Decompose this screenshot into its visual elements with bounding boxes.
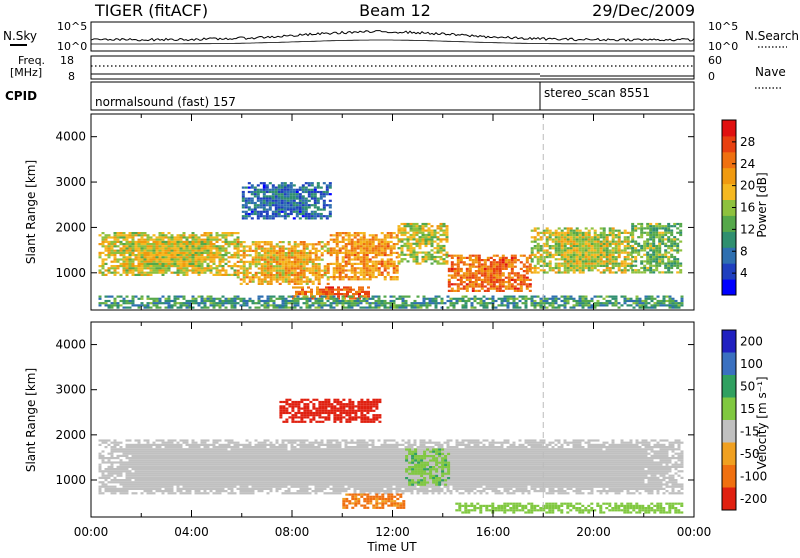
power-colorbar-tick-label: 20 — [740, 179, 755, 193]
velocity-colorbar-swatch — [722, 465, 736, 488]
cpid-program-2: stereo_scan 8551 — [544, 86, 650, 100]
velocity-echo-region-1 — [342, 494, 405, 509]
velocity-colorbar-swatch — [722, 375, 736, 398]
velocity-echo-region-3 — [455, 503, 683, 514]
time-xlabel: Time UT — [366, 540, 417, 554]
power-ytick-label: 3000 — [55, 175, 86, 189]
noise-panel — [91, 22, 694, 51]
power-echo-region-3 — [398, 223, 449, 265]
power-colorbar: 4 8 12 16 20 24 28 — [722, 120, 755, 296]
power-echo-region-0 — [99, 232, 240, 276]
noise-left-bottom: 10^0 — [57, 40, 87, 53]
power-colorbar-swatch — [722, 263, 736, 279]
power-ytick-label: 1000 — [55, 266, 86, 280]
power-colorbar-tick-label: 4 — [740, 266, 748, 280]
velocity-ytick-label: 1000 — [55, 473, 86, 487]
velocity-colorbar-swatch — [722, 420, 736, 443]
power-echo-region-6 — [631, 223, 682, 274]
power-heatmap: 1000 2000 3000 4000 — [55, 114, 694, 310]
freq-label-line2: [MHz] — [10, 66, 42, 79]
velocity-ytick-label: 3000 — [55, 383, 86, 397]
beam-title: Beam 12 — [359, 1, 431, 20]
velocity-colorbar-tick-label: 15 — [740, 402, 755, 416]
velocity-colorbar-swatch — [722, 353, 736, 376]
power-colorbar-tick-label: 28 — [740, 135, 755, 149]
power-echo-region-7 — [242, 182, 332, 219]
velocity-colorbar-tick-label: -100 — [740, 469, 767, 483]
velocity-colorbar-label: Velocity [m s⁻¹] — [755, 376, 769, 469]
noise-left-top: 10^5 — [57, 20, 87, 33]
power-ytick-label: 4000 — [55, 130, 86, 144]
power-echo-region-5 — [531, 227, 633, 273]
velocity-ytick-label: 2000 — [55, 428, 86, 442]
freq-top: 18 — [60, 54, 74, 67]
nave-top: 60 — [708, 54, 722, 67]
power-colorbar-swatch — [722, 152, 736, 168]
velocity-colorbar-swatch — [722, 330, 736, 353]
velocity-xtick-label: 16:00 — [476, 525, 511, 539]
velocity-colorbar-tick-label: -200 — [740, 492, 767, 506]
velocity-heatmap: 1000 2000 3000 4000 00:00 04:00 08:00 12:00 16:… — [55, 322, 711, 539]
power-colorbar-tick-label: 8 — [740, 244, 748, 258]
power-echo-region-2 — [330, 232, 399, 280]
power-colorbar-swatch — [722, 231, 736, 247]
power-colorbar-swatch — [722, 120, 736, 136]
velocity-xtick-label: 04:00 — [174, 525, 209, 539]
power-colorbar-swatch — [722, 136, 736, 152]
cpid-label: CPID — [5, 89, 37, 103]
power-colorbar-tick-label: 16 — [740, 201, 755, 215]
velocity-xtick-label: 20:00 — [576, 525, 611, 539]
power-colorbar-tick-label: 24 — [740, 157, 755, 171]
freq-panel — [91, 56, 694, 79]
station-title: TIGER (fitACF) — [94, 1, 208, 20]
power-colorbar-label: Power [dB] — [755, 172, 769, 237]
velocity-echo-region-4 — [279, 399, 381, 423]
power-colorbar-swatch — [722, 168, 736, 184]
cpid-program-1: normalsound (fast) 157 — [95, 95, 236, 109]
power-echo-region-9 — [99, 296, 684, 309]
power-ylabel: Slant Range [km] — [24, 160, 38, 264]
velocity-colorbar-tick-label: 50 — [740, 379, 755, 393]
velocity-ytick-label: 4000 — [55, 338, 86, 352]
freq-bottom: 8 — [68, 70, 75, 83]
power-colorbar-swatch — [722, 247, 736, 263]
velocity-colorbar-swatch — [722, 398, 736, 421]
noise-right-bottom: 10^0 — [708, 40, 738, 53]
date-title: 29/Dec/2009 — [592, 1, 695, 20]
nave-bottom: 0 — [708, 70, 715, 83]
velocity-colorbar-tick-label: 100 — [740, 357, 763, 371]
power-echo-region-4 — [448, 255, 532, 292]
nsky-label: N.Sky — [3, 29, 37, 43]
power-colorbar-tick-label: 12 — [740, 222, 755, 236]
velocity-colorbar-tick-label: 200 — [740, 334, 763, 348]
velocity-colorbar-swatch — [722, 488, 736, 511]
power-colorbar-swatch — [722, 279, 736, 295]
velocity-ylabel: Slant Range [km] — [24, 368, 38, 472]
velocity-xtick-label: 08:00 — [275, 525, 310, 539]
power-echo-region-1 — [237, 241, 330, 285]
velocity-xtick-label: 00:00 — [677, 525, 712, 539]
velocity-xtick-label: 00:00 — [74, 525, 109, 539]
nave-label: Nave — [755, 65, 786, 79]
power-ytick-label: 2000 — [55, 220, 86, 234]
velocity-colorbar-swatch — [722, 443, 736, 466]
velocity-xtick-label: 12:00 — [375, 525, 410, 539]
noise-right-top: 10^5 — [708, 20, 738, 33]
nsearch-label: N.Search — [745, 29, 799, 43]
velocity-echo-region-0 — [99, 439, 684, 494]
